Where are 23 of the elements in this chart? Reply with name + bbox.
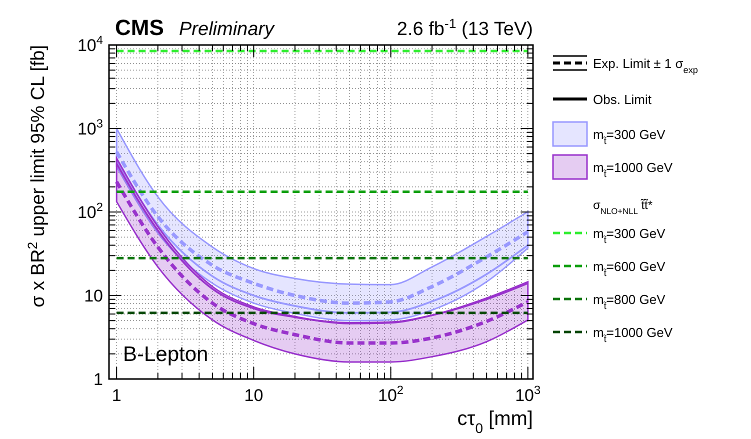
- legend-label: m$_{t̃}$=300 GeV: [593, 127, 666, 146]
- x-tick-label: 10: [244, 386, 264, 405]
- text: Obs. Limit: [593, 92, 652, 107]
- legend-label: m$_{t̃}$=1000 GeV: [593, 160, 673, 179]
- annotation: B-Lepton: [123, 343, 208, 366]
- y-tick-label: 10$^{4}$: [77, 33, 104, 55]
- text: Exp. Limit ± 1 σ$_{exp}$: [593, 56, 698, 75]
- text: σ$_{NLO+NLL}$ t̃t̃*: [593, 198, 653, 216]
- y-tick-label: 10: [84, 286, 103, 306]
- legend-label: m$_{t̃}$=600 GeV: [593, 259, 666, 278]
- chart-title: CMS: [115, 15, 164, 40]
- x-tick-label: 10$^{2}$: [378, 383, 404, 405]
- y-tick-label: 1: [94, 370, 103, 389]
- chart-subtitle: Preliminary: [179, 19, 276, 40]
- x-tick-label: 1: [112, 386, 122, 405]
- x-axis-title: cτ$_{0}$ [mm]: [457, 408, 533, 436]
- x-tick-label: 10$^{3}$: [515, 383, 542, 405]
- legend-label: m$_{t̃}$=1000 GeV: [593, 325, 673, 344]
- legend-label: m$_{t̃}$=300 GeV: [593, 226, 666, 245]
- y-tick-label: 10$^{3}$: [77, 116, 104, 138]
- legend-label: m$_{t̃}$=800 GeV: [593, 292, 666, 311]
- text: 2.6 fb$^{-1}$ (13 TeV): [396, 16, 533, 40]
- y-tick-label: 10$^{2}$: [77, 200, 104, 222]
